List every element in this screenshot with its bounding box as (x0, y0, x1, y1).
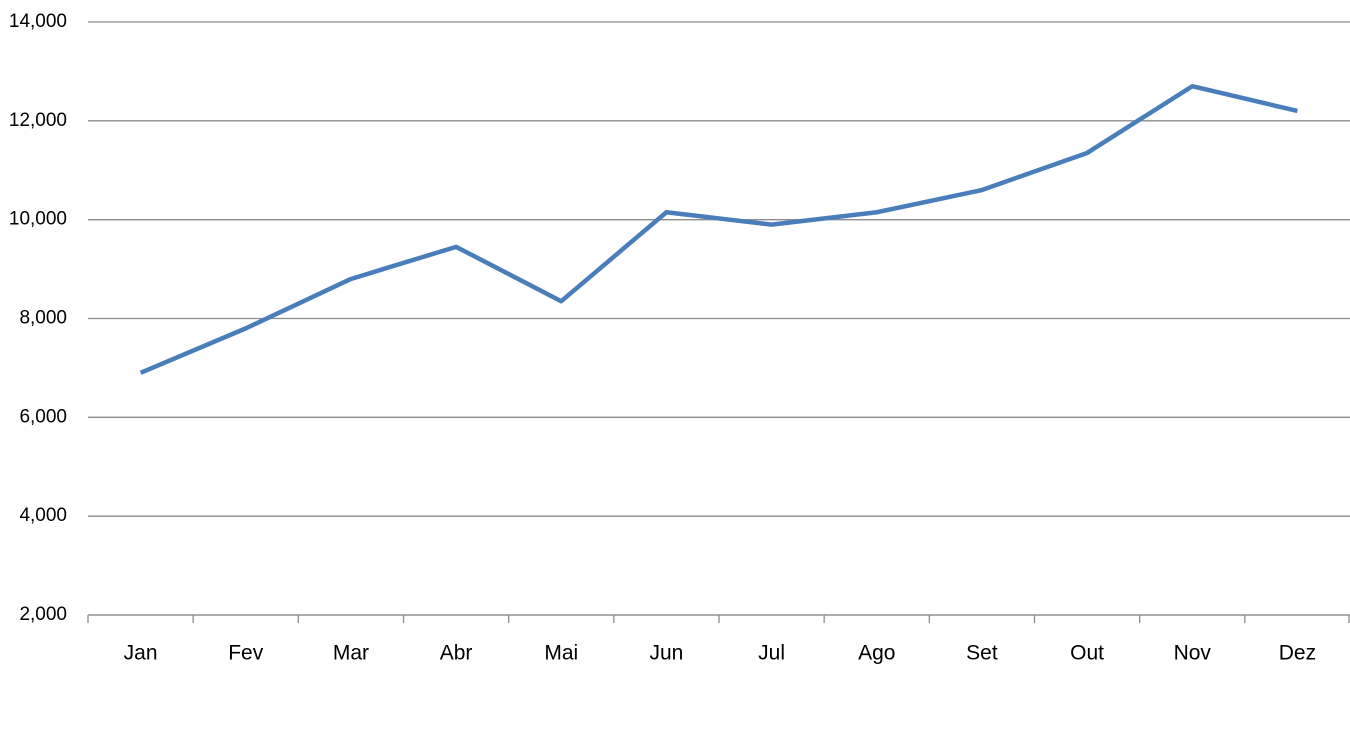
line (139, 83, 1298, 375)
x-tick-label: Dez (1279, 642, 1316, 665)
y-tick-label: 2,000 (19, 604, 67, 625)
x-tick-label: Jul (758, 642, 785, 665)
x-tick-label: Jun (649, 642, 683, 665)
y-tick-label: 6,000 (19, 406, 67, 427)
y-tick-label: 12,000 (9, 110, 67, 131)
x-tick-label: Ago (858, 642, 895, 665)
x-tick-label: Set (966, 642, 998, 665)
x-tick-label: Jan (124, 642, 158, 665)
y-tick-label: 14,000 (9, 11, 67, 32)
x-tick-label: Abr (440, 642, 473, 665)
y-tick-label: 10,000 (9, 209, 67, 230)
x-tick-label: Mai (544, 642, 578, 665)
x-tick-label: Nov (1174, 642, 1212, 665)
x-tick-label: Out (1070, 642, 1104, 665)
y-tick-label: 4,000 (19, 505, 67, 526)
x-tick-label: Fev (228, 642, 264, 665)
y-tick-label: 8,000 (19, 308, 67, 329)
x-tick-label: Mar (333, 642, 369, 665)
